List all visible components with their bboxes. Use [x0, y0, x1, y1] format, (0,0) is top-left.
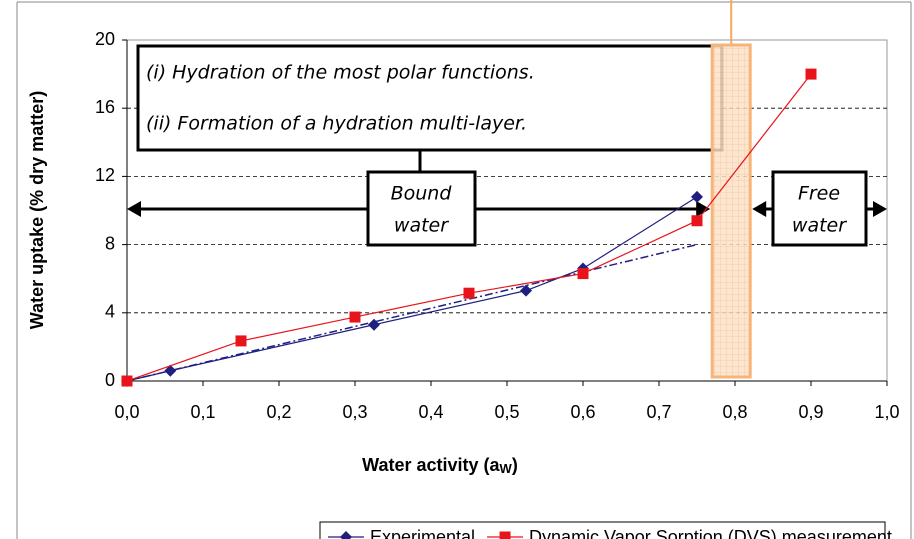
y-tick-label: 20	[95, 29, 115, 49]
legend-box	[319, 521, 886, 539]
annotation: water	[792, 215, 847, 237]
marker	[499, 531, 511, 539]
band	[710, 43, 752, 379]
marker	[235, 335, 247, 347]
x-axis-label: Water activity (aW)	[362, 455, 518, 477]
annotation-box	[771, 170, 868, 247]
marker	[691, 190, 703, 203]
x-tick-label: 0,9	[798, 402, 823, 422]
annotation-box	[136, 44, 724, 152]
x-tick-label: 0,0	[114, 402, 139, 422]
arrow-head	[752, 201, 767, 217]
marker	[463, 287, 475, 299]
arrow-head	[873, 201, 887, 217]
marker	[121, 375, 133, 387]
x-tick-label: 0,1	[190, 402, 215, 422]
arrow-head	[696, 201, 711, 217]
trendline	[126, 243, 698, 382]
y-tick-label: 4	[105, 302, 115, 322]
annotation: Bound	[391, 183, 453, 205]
arrow-head	[127, 201, 141, 217]
annotation: water	[394, 215, 449, 237]
y-axis-label: Water uptake (% dry matter)	[27, 91, 47, 329]
marker	[340, 531, 352, 539]
x-tick-label: 0,5	[494, 402, 519, 422]
x-tick-label: 1,0	[874, 402, 899, 422]
marker	[520, 284, 532, 297]
y-tick-label: 16	[95, 97, 115, 117]
marker	[805, 68, 817, 80]
x-tick-label: 0,4	[418, 402, 443, 422]
y-tick-label: 8	[105, 233, 115, 253]
annotation: (i) Hydration of the most polar function…	[146, 62, 535, 84]
marker	[691, 215, 703, 227]
x-tick-label: 0,7	[646, 402, 671, 422]
annotation: Free	[798, 183, 840, 205]
annotation-box	[366, 170, 477, 247]
legend: Experimental Dynamic Vapor Sorption (DVS)…	[319, 521, 892, 539]
marker	[577, 268, 589, 280]
x-tick-label: 0,6	[570, 402, 595, 422]
marker	[164, 364, 177, 377]
x-tick-label: 0,8	[722, 402, 747, 422]
legend-label: Experimental	[370, 527, 475, 539]
marker	[349, 311, 361, 323]
x-tick-label: 0,3	[342, 402, 367, 422]
y-tick-label: 0	[105, 370, 115, 390]
legend-label: Dynamic Vapor Sorption (DVS) measurement	[529, 527, 892, 539]
x-tick-label: 0,2	[266, 402, 291, 422]
annotation: (ii) Formation of a hydration multi-laye…	[146, 113, 527, 135]
marker	[368, 318, 380, 331]
y-tick-label: 12	[95, 165, 115, 185]
series-line	[126, 196, 698, 382]
